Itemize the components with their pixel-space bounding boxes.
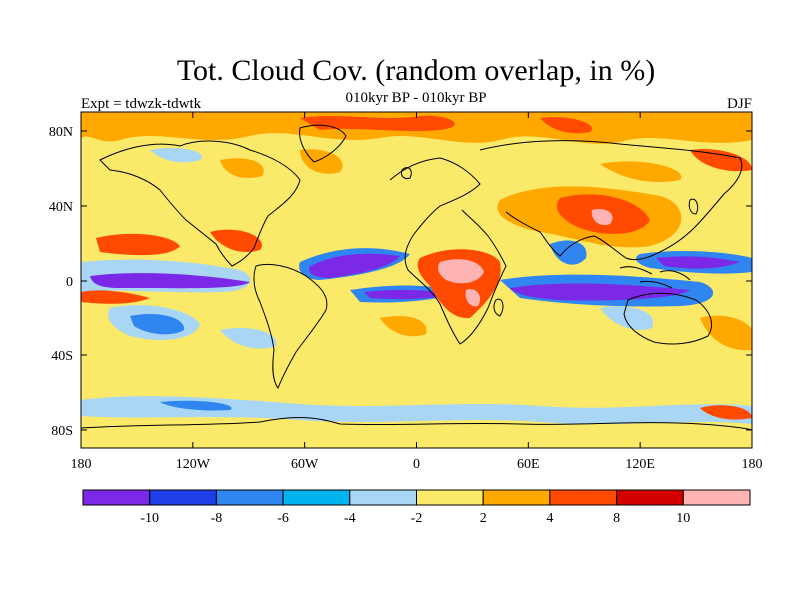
x-tick-label: 60E	[517, 457, 540, 472]
colorbar-label: -6	[277, 511, 289, 526]
north-america-coast	[99, 140, 301, 267]
map-title: Tot. Cloud Cov. (random overlap, in %)	[177, 54, 655, 87]
madagascar-coast	[493, 298, 504, 317]
map-subtitle-left: Expt = tdwzk-tdwtk	[81, 96, 202, 112]
colorbar-swatch	[282, 489, 351, 506]
x-tick-label: 180	[71, 457, 92, 472]
field-india-blue	[550, 240, 587, 265]
colorbar-swatch	[149, 489, 217, 506]
field-atlantic-purple	[309, 253, 400, 278]
map-subtitle-center: 010kyr BP - 010kyr BP	[345, 90, 486, 106]
x-tick-label: 120W	[176, 457, 211, 472]
y-tick-label: 40N	[49, 200, 73, 215]
colorbar-swatch	[349, 489, 417, 506]
colorbar-label: 10	[676, 511, 690, 526]
field-east-asia-orange	[600, 161, 682, 183]
field-africa-pink	[438, 259, 484, 284]
antarctica-coast	[81, 417, 752, 431]
field-tasman-orange	[700, 315, 752, 351]
y-tick-label: 80N	[49, 125, 73, 140]
y-tick-label: 0	[66, 275, 73, 290]
colorbar-label: 8	[613, 511, 620, 526]
field-southern-ocean-blue	[160, 400, 232, 411]
y-tick-label: 80S	[51, 424, 73, 439]
field-south-america-west-blue	[220, 327, 277, 349]
field-indian-ocean-purple	[510, 283, 690, 301]
uk-coast	[401, 167, 412, 179]
field-southern-red	[700, 405, 752, 420]
colorbar-label: -10	[140, 511, 159, 526]
south-america-coast	[253, 263, 328, 390]
field-asia-pink	[591, 208, 613, 226]
colorbar-swatch	[482, 489, 551, 506]
australia-coast	[623, 292, 712, 345]
y-tick-label: 40S	[51, 349, 73, 364]
field-arctic-red	[300, 115, 455, 132]
asia-coast	[479, 140, 743, 261]
field-pacific-red-south	[81, 290, 150, 304]
cloud-cover-field	[81, 112, 752, 448]
field-north-pacific-red	[690, 149, 752, 172]
colorbar: -10 -8 -6 -4 -2 2 4 8 10	[82, 489, 751, 526]
field-hudson-orange	[220, 158, 264, 179]
field-south-pacific-blue	[130, 313, 185, 335]
field-west-pacific-purple	[656, 256, 740, 269]
japan-coast	[688, 198, 699, 215]
field-north-atlantic-orange	[300, 149, 343, 174]
colorbar-label: -4	[344, 511, 356, 526]
europe-africa-coast	[389, 157, 507, 345]
colorbar-label: -8	[211, 511, 223, 526]
colorbar-swatch	[549, 489, 618, 506]
field-pacific-red	[96, 233, 180, 256]
field-central-america-red	[210, 229, 262, 252]
x-tick-label: 0	[413, 457, 420, 472]
x-tick-label: 60W	[291, 457, 319, 472]
x-axis: 180 120W 60W 0 60E 120E 180	[71, 112, 763, 472]
coastlines	[81, 124, 752, 431]
field-antarctic-yellow	[81, 422, 752, 448]
map-subtitle-right: DJF	[727, 96, 752, 112]
field-south-atlantic-orange	[380, 315, 427, 337]
colorbar-swatch	[416, 489, 484, 506]
colorbar-label: 4	[546, 511, 553, 526]
x-tick-label: 180	[742, 457, 763, 472]
field-australia-light-blue	[600, 306, 654, 330]
colorbar-swatch	[82, 489, 151, 506]
colorbar-label: -2	[411, 511, 423, 526]
field-arctic-red-east	[540, 117, 592, 134]
field-canada-blue	[150, 147, 202, 163]
colorbar-swatch	[682, 489, 751, 506]
colorbar-swatch	[215, 489, 284, 506]
x-tick-label: 120E	[625, 457, 655, 472]
indonesia-coast	[619, 266, 691, 289]
field-equatorial-purple-west	[90, 273, 250, 289]
y-axis: 80N 40N 0 40S 80S	[49, 125, 752, 439]
greenland-coast	[299, 124, 347, 163]
field-africa-pink-south	[465, 289, 481, 307]
field-southern-ocean-light-blue	[81, 396, 752, 424]
colorbar-label: 2	[480, 511, 487, 526]
colorbar-swatch	[616, 489, 684, 506]
field-south-atlantic-purple	[364, 289, 450, 300]
